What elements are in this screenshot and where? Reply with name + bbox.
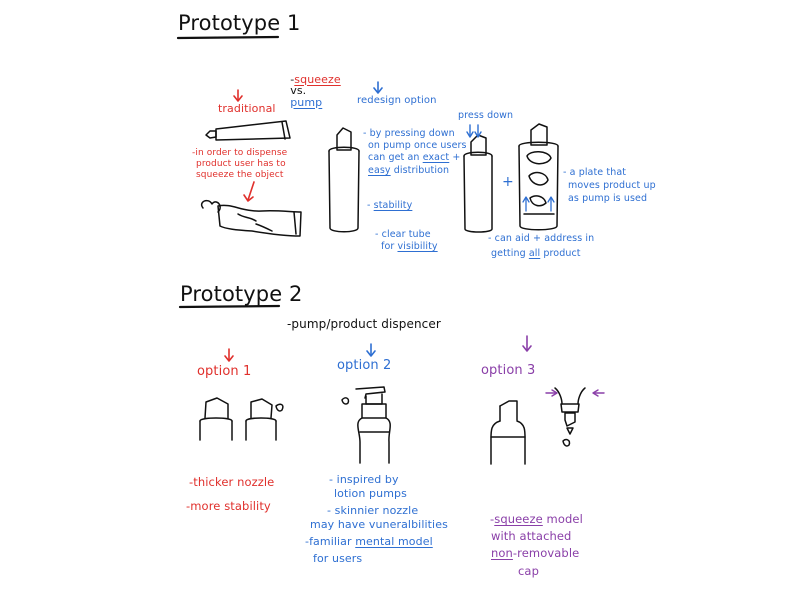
arrow-tube-to-squeezed: [243, 181, 255, 202]
red-note-line3: squeeze the object: [196, 170, 284, 180]
topic-vs: vs.: [290, 84, 307, 98]
arrow-down-traditional: [233, 89, 243, 102]
clear-tube-plate-sketch: [518, 123, 559, 231]
option2-note2-line2: may have vuneralbilities: [310, 518, 448, 531]
option2-familiar: -familiar: [305, 535, 356, 548]
clear-tube-for: for: [381, 241, 398, 252]
press-note-line3: can get an exact +: [368, 153, 460, 163]
pump-bottle-sketch: [328, 127, 360, 233]
aid-all: all: [528, 248, 541, 259]
clear-tube-line2: for visibility: [381, 242, 438, 252]
press-note-line2: on pump once users: [368, 140, 467, 151]
topic-pump: pump: [290, 95, 323, 109]
option2-note1-line2: lotion pumps: [334, 487, 407, 500]
red-note-line2: product user has to: [196, 159, 286, 169]
redesign-option-label: redesign option: [357, 95, 437, 106]
option2-note1-line1: - inspired by: [329, 473, 399, 486]
option3-non: non: [491, 546, 513, 560]
traditional-label: traditional: [218, 102, 276, 115]
press-note-line1: - by pressing down: [363, 128, 455, 139]
aid-note-line2: getting all product: [491, 249, 581, 259]
stability-dash: -: [367, 200, 374, 211]
plate-up-arrows: [522, 196, 555, 212]
option3-squeeze: squeeze: [494, 512, 543, 526]
press-note-easy: easy: [368, 165, 391, 176]
option1-thick-nozzle-sketch: [199, 397, 284, 441]
option3-label: option 3: [481, 363, 536, 378]
option3-model: model: [542, 512, 583, 526]
prototype2-title: Prototype 2: [180, 282, 303, 306]
arrow-down-redesign: [373, 81, 383, 94]
arrow-down-option3: [522, 335, 532, 352]
aid-product: product: [540, 248, 581, 259]
stability-word: stability: [373, 200, 413, 211]
plate-note-line2: moves product up: [568, 180, 656, 191]
option2-label: option 2: [337, 358, 392, 373]
aid-getting: getting: [491, 248, 529, 259]
arrow-down-option2: [366, 343, 376, 357]
press-note-plus: +: [449, 152, 461, 163]
option1-note2: -more stability: [186, 499, 271, 513]
plus-sign-blue: +: [502, 174, 514, 190]
option3-line3: non-removable: [491, 547, 579, 559]
option3-dash: -: [490, 512, 495, 526]
press-note-distribution: distribution: [390, 165, 450, 176]
aid-note-line1: - can aid + address in: [488, 233, 595, 244]
option1-label: option 1: [197, 364, 252, 379]
red-note-line1: -in order to dispense: [192, 148, 288, 158]
option1-note1: -thicker nozzle: [189, 475, 275, 489]
arrow-down-option1: [224, 348, 234, 362]
plate-note-line3: as pump is used: [568, 193, 648, 204]
clear-tube-line1: - clear tube: [375, 229, 431, 240]
toothpaste-tube-sketch: [205, 120, 291, 141]
option2-note3-line2: for users: [313, 552, 363, 565]
plate-note-line1: - a plate that: [563, 167, 627, 178]
topic-prefix: -: [290, 72, 295, 86]
topic-squeeze: squeeze: [294, 72, 341, 86]
press-note-can-get: can get an: [368, 152, 420, 163]
pump-bottle-press-sketch: [463, 134, 493, 233]
option3-bottle-sketch: [490, 400, 526, 465]
press-down-arrows: [466, 124, 482, 138]
squeeze-arrows: [545, 389, 605, 397]
title1-underline: [176, 35, 280, 40]
press-note-line4: easy distribution: [368, 166, 449, 176]
squeezed-tube-sketch: [200, 199, 302, 237]
option3-squeeze-cap-sketch: [554, 387, 586, 447]
option2-mental-model: mental model: [355, 535, 433, 548]
option3-line1: -squeeze model: [490, 513, 583, 525]
clear-tube-visibility: visibility: [397, 241, 438, 252]
option2-lotion-pump-sketch: [341, 386, 391, 464]
title2-underline: [178, 304, 281, 309]
option2-note2-line1: - skinnier nozzle: [327, 504, 419, 517]
option3-line2: with attached: [491, 529, 572, 543]
option3-removable: -removable: [512, 546, 580, 560]
press-down-label: press down: [458, 110, 514, 121]
prototype2-subtitle: -pump/product dispencer: [287, 317, 441, 331]
press-note-exact: exact: [422, 152, 450, 163]
stability-note: - stability: [367, 201, 412, 211]
option3-line4: cap: [518, 564, 539, 578]
prototype1-title: Prototype 1: [178, 11, 301, 35]
topic-line: -squeeze vs. pump: [283, 62, 341, 108]
option2-note3-line1: -familiar mental model: [305, 536, 433, 548]
